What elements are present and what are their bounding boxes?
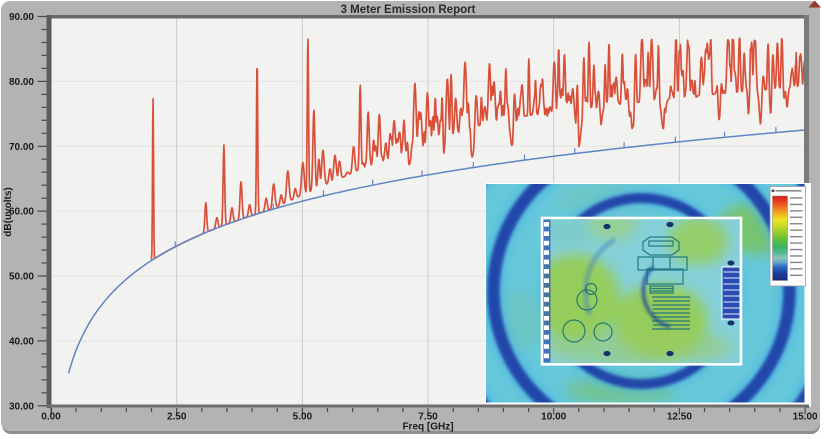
svg-text:7.50: 7.50: [418, 412, 438, 423]
svg-text:80.00: 80.00: [9, 77, 34, 88]
svg-text:12.50: 12.50: [667, 412, 692, 423]
svg-text:10.00: 10.00: [541, 412, 566, 423]
svg-text:0.00: 0.00: [41, 412, 61, 423]
svg-text:40.00: 40.00: [9, 336, 34, 347]
svg-text:2.50: 2.50: [167, 412, 187, 423]
svg-text:3 Meter Emission Report: 3 Meter Emission Report: [341, 4, 476, 16]
svg-text:70.00: 70.00: [9, 142, 34, 153]
svg-text:5.00: 5.00: [293, 412, 313, 423]
svg-text:60.00: 60.00: [9, 207, 34, 218]
svg-text:90.00: 90.00: [9, 12, 34, 23]
svg-text:50.00: 50.00: [9, 272, 34, 283]
svg-text:15.00: 15.00: [793, 412, 818, 423]
svg-text:Freq [GHz]: Freq [GHz]: [402, 422, 453, 433]
svg-text:30.00: 30.00: [9, 401, 34, 412]
svg-text:dB(uvolts): dB(uvolts): [3, 187, 14, 236]
